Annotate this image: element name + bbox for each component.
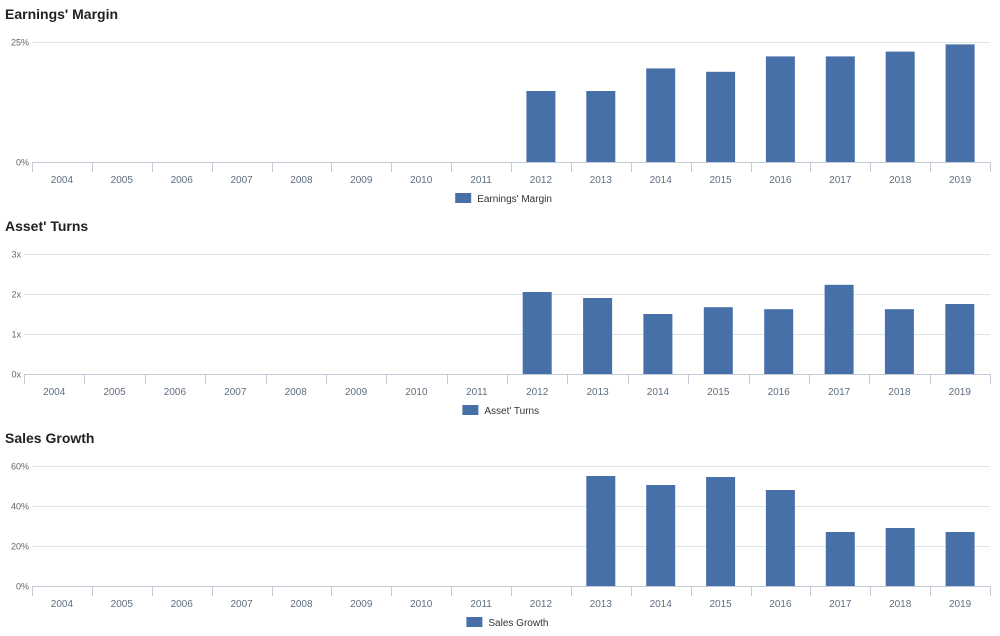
x-tick-label: 2004 <box>51 175 74 186</box>
x-tick-label: 2012 <box>526 387 549 398</box>
legend-swatch <box>466 617 483 627</box>
x-tick-label: 2010 <box>405 387 428 398</box>
x-tick-label: 2018 <box>888 387 911 398</box>
x-tick-label: 2016 <box>768 387 791 398</box>
x-tick-label: 2010 <box>410 175 433 186</box>
x-tick-label: 2015 <box>707 387 730 398</box>
bar[interactable] <box>824 284 854 374</box>
x-tick-label: 2009 <box>350 175 373 186</box>
y-tick-label: 2x <box>11 290 21 300</box>
y-tick-label: 0% <box>16 582 29 592</box>
bar[interactable] <box>583 298 613 374</box>
y-tick-label: 1x <box>11 330 21 340</box>
bar[interactable] <box>945 532 975 586</box>
sales-growth-panel: Sales Growth 0% 20% 40% 60% 2004 2005 2006 2007… <box>0 424 1000 636</box>
x-tick-label: 2016 <box>769 599 792 610</box>
y-tick-label: 0% <box>16 158 29 168</box>
bar[interactable] <box>884 309 914 374</box>
x-tick-label: 2015 <box>709 599 732 610</box>
y-tick-label: 0x <box>11 370 21 380</box>
x-tick-label: 2008 <box>290 175 313 186</box>
x-tick-label: 2013 <box>586 387 609 398</box>
legend-label: Sales Growth <box>488 618 548 629</box>
x-tick-label: 2005 <box>111 175 134 186</box>
x-tick-label: 2011 <box>466 387 488 398</box>
y-tick-label: 40% <box>11 502 29 512</box>
legend-swatch <box>462 405 479 415</box>
y-tick-label: 20% <box>11 542 29 552</box>
bar[interactable] <box>885 51 915 162</box>
legend-label: Earnings' Margin <box>477 194 552 205</box>
bar[interactable] <box>945 304 975 374</box>
bar[interactable] <box>825 56 855 162</box>
x-tick-label: 2014 <box>650 175 673 186</box>
x-tick-label: 2008 <box>285 387 308 398</box>
legend-swatch <box>455 193 472 203</box>
asset-turns-chart: 0x 1x 2x 3x 2004 2005 2006 2007 2008 2009 2010 2011… <box>11 250 991 417</box>
x-tick-label: 2013 <box>590 175 613 186</box>
bar[interactable] <box>586 91 616 162</box>
bar[interactable] <box>945 44 975 162</box>
x-tick-label: 2010 <box>410 599 433 610</box>
bar[interactable] <box>764 309 794 374</box>
sales-growth-title: Sales Growth <box>5 430 95 446</box>
x-tick-label: 2011 <box>470 599 492 610</box>
sales-growth-chart: 0% 20% 40% 60% 2004 2005 2006 2007 2008 2009 2010 2… <box>11 462 991 629</box>
legend-label: Asset' Turns <box>484 406 539 417</box>
bar[interactable] <box>643 314 673 374</box>
x-tick-label: 2008 <box>290 599 313 610</box>
x-tick-label: 2011 <box>470 175 492 186</box>
x-tick-label: 2004 <box>43 387 66 398</box>
x-tick-label: 2012 <box>530 175 553 186</box>
x-tick-label: 2017 <box>829 175 852 186</box>
x-tick-label: 2006 <box>164 387 187 398</box>
bar[interactable] <box>706 477 736 586</box>
x-tick-label: 2006 <box>171 175 194 186</box>
bar[interactable] <box>703 307 733 374</box>
x-tick-label: 2014 <box>650 599 673 610</box>
y-tick-label: 3x <box>11 250 21 260</box>
bar[interactable] <box>765 490 795 586</box>
x-tick-label: 2005 <box>103 387 126 398</box>
earnings-margin-chart: 0% 25% 2004 2005 2006 2007 2008 2009 2010 2011 201… <box>11 38 991 205</box>
bar[interactable] <box>885 528 915 586</box>
bar[interactable] <box>706 71 736 162</box>
y-tick-label: 60% <box>11 462 29 472</box>
y-tick-label: 25% <box>11 38 29 48</box>
x-tick-label: 2009 <box>350 599 373 610</box>
x-tick-label: 2019 <box>949 599 972 610</box>
bar[interactable] <box>646 485 676 586</box>
x-tick-label: 2014 <box>647 387 670 398</box>
x-tick-label: 2015 <box>709 175 732 186</box>
earnings-margin-panel: Earnings' Margin 0% 25% 2004 2005 2006 2007 20… <box>0 0 1000 212</box>
x-tick-label: 2006 <box>171 599 194 610</box>
x-tick-label: 2017 <box>829 599 852 610</box>
bar[interactable] <box>765 56 795 162</box>
x-tick-label: 2007 <box>230 599 253 610</box>
x-tick-label: 2007 <box>230 175 253 186</box>
bar[interactable] <box>646 68 676 162</box>
x-tick-label: 2019 <box>949 175 972 186</box>
x-tick-label: 2013 <box>590 599 613 610</box>
x-tick-label: 2018 <box>889 599 912 610</box>
x-tick-label: 2018 <box>889 175 912 186</box>
x-tick-label: 2012 <box>530 599 553 610</box>
asset-turns-panel: Asset' Turns 0x 1x 2x 3x 2004 2005 2006 2007 200… <box>0 212 1000 424</box>
x-tick-label: 2019 <box>949 387 972 398</box>
asset-turns-title: Asset' Turns <box>5 218 89 234</box>
bar[interactable] <box>586 476 616 586</box>
x-tick-label: 2005 <box>111 599 134 610</box>
earnings-margin-title: Earnings' Margin <box>5 6 119 22</box>
bar[interactable] <box>825 532 855 586</box>
bar[interactable] <box>526 91 556 162</box>
x-tick-label: 2004 <box>51 599 74 610</box>
x-tick-label: 2009 <box>345 387 368 398</box>
x-tick-label: 2017 <box>828 387 851 398</box>
bar[interactable] <box>522 292 552 374</box>
x-tick-label: 2016 <box>769 175 792 186</box>
x-tick-label: 2007 <box>224 387 247 398</box>
